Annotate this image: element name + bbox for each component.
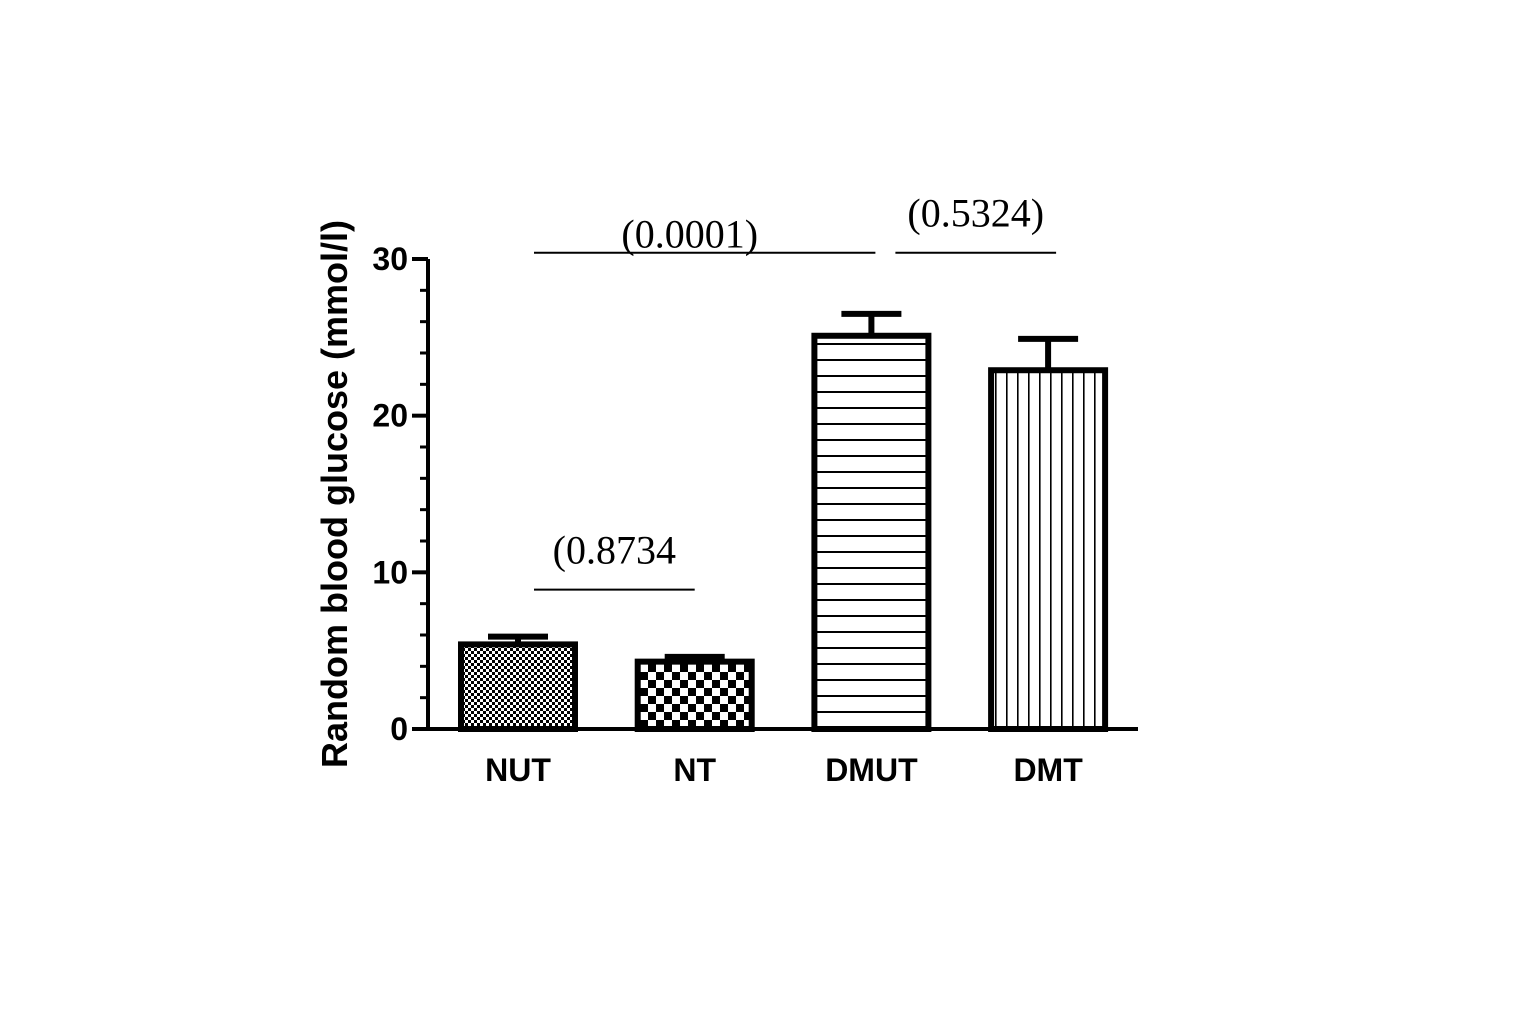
x-tick-label-nt: NT <box>673 752 716 788</box>
bars-group: NUT NT DMUT DMT <box>458 310 1109 788</box>
bar-nut <box>458 641 578 733</box>
y-tick-label: 0 <box>390 711 408 747</box>
x-tick-label-nut: NUT <box>485 752 551 788</box>
bar-nt <box>634 658 755 733</box>
y-tick-label: 20 <box>372 398 408 434</box>
p-value-label: (0.0001) <box>621 212 758 257</box>
p-value-label: (0.5324) <box>907 191 1044 236</box>
x-tick-label-dmut: DMUT <box>825 752 918 788</box>
bar-dmut <box>811 332 932 732</box>
x-tick-label-dmt: DMT <box>1013 752 1083 788</box>
p-value-label: (0.8734 <box>553 528 676 573</box>
y-axis-label: Random blood glucose (mmol/l) <box>314 220 355 768</box>
annotations-group: (0.8734 (0.0001) (0.5324) <box>534 191 1057 591</box>
bar-dmt <box>988 367 1109 732</box>
y-tick-label: 10 <box>372 554 408 590</box>
y-tick-label: 30 <box>372 241 408 277</box>
